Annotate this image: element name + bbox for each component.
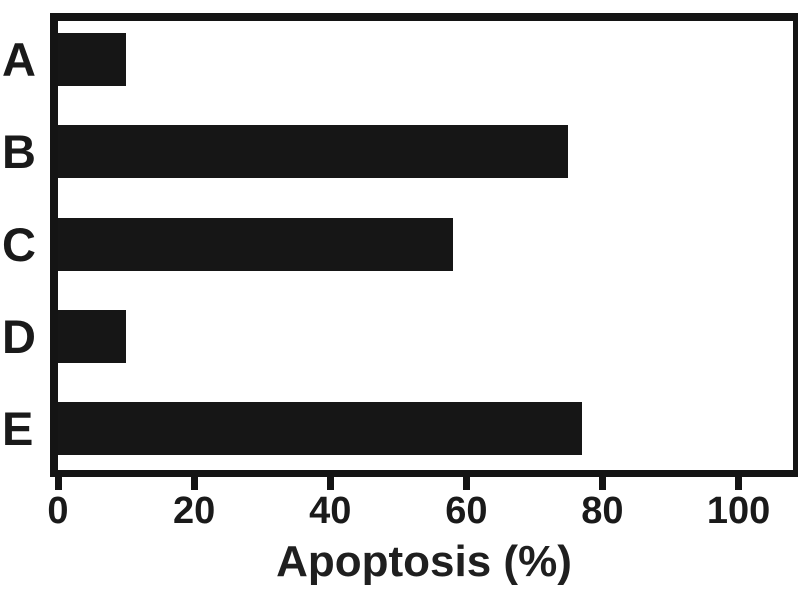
category-label-D: D (2, 309, 36, 363)
x-tick-label-0: 0 (47, 490, 69, 532)
x-axis-title: Apoptosis (%) (276, 537, 572, 586)
category-label-E: E (2, 402, 34, 455)
x-tick-mark-40 (326, 477, 334, 490)
x-tick-mark-0 (54, 477, 62, 490)
x-tick-label-80: 80 (581, 490, 624, 532)
category-label-C: C (2, 217, 36, 271)
bar-A (58, 33, 127, 86)
bar-E (58, 402, 583, 455)
bar-D (58, 309, 127, 363)
plot-area (50, 13, 798, 477)
bar-B (58, 125, 569, 179)
bar-C (58, 217, 453, 271)
x-tick-mark-60 (462, 477, 470, 490)
x-tick-label-40: 40 (309, 490, 352, 532)
category-label-A: A (2, 33, 36, 86)
x-tick-mark-20 (190, 477, 198, 490)
category-label-B: B (2, 125, 36, 179)
x-tick-label-20: 20 (172, 490, 216, 532)
x-tick-label-60: 60 (445, 490, 488, 532)
x-axis: 0 20 40 60 80 100 (47, 477, 793, 537)
x-tick-label-100: 100 (706, 490, 771, 532)
x-tick-mark-80 (598, 477, 606, 490)
x-tick-mark-100 (735, 477, 743, 490)
